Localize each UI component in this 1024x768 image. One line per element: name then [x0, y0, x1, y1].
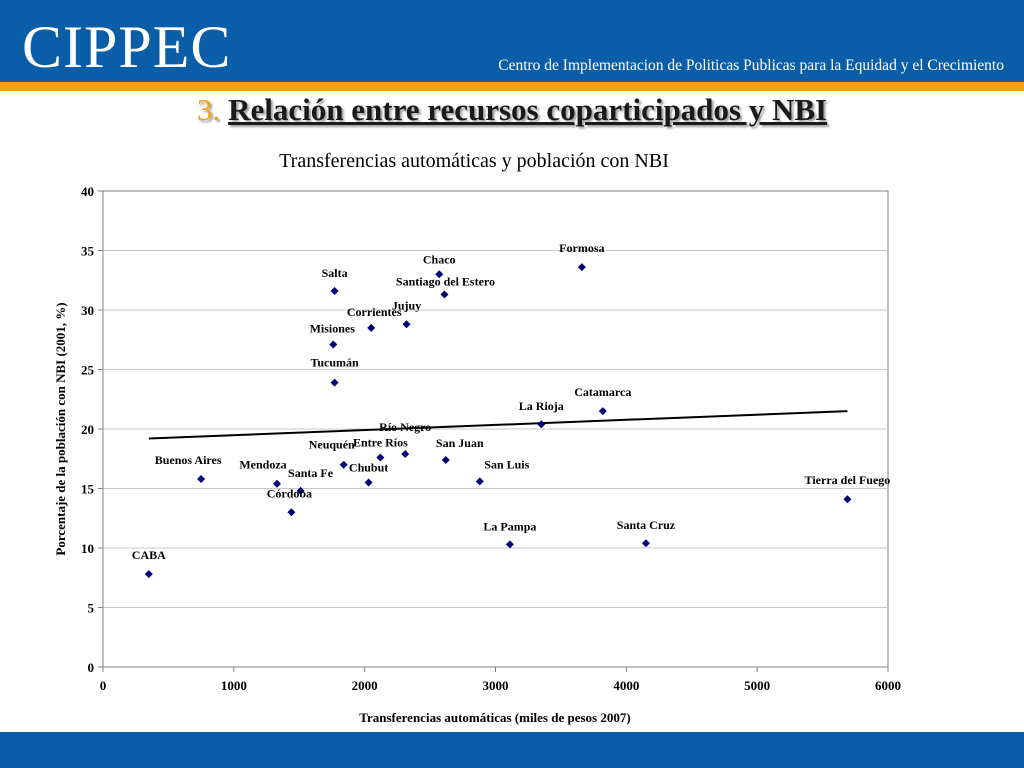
point-label: Catamarca	[574, 385, 631, 399]
point-label: Chubut	[349, 461, 388, 475]
point-label: Chaco	[423, 252, 456, 266]
y-tick-label: 35	[81, 244, 95, 259]
x-tick-label: 4000	[613, 678, 639, 693]
x-axis-label: Transferencias automáticas (miles de pes…	[359, 710, 630, 725]
y-tick-label: 10	[81, 541, 94, 556]
data-point	[505, 540, 514, 549]
x-tick-label: 2000	[352, 678, 378, 693]
y-tick-label: 0	[88, 660, 95, 675]
point-label: Corrientes	[347, 305, 402, 319]
chart-title: Transferencias automáticas y población c…	[279, 150, 669, 172]
x-tick-label: 5000	[744, 678, 770, 693]
point-label: Neuquén	[309, 438, 355, 452]
point-label: Mendoza	[239, 458, 286, 472]
header-bar: CIPPEC Centro de Implementacion de Polit…	[0, 0, 1024, 82]
point-label: Santa Cruz	[617, 518, 676, 532]
data-point	[537, 420, 546, 429]
point-label: La Pampa	[483, 519, 536, 533]
data-point	[329, 340, 338, 349]
slide-title: 3. Relación entre recursos coparticipados…	[0, 90, 1024, 130]
data-point	[441, 455, 450, 464]
data-point	[364, 478, 373, 487]
point-label: Santa Fe	[288, 466, 334, 480]
trendline	[148, 410, 848, 440]
x-tick-label: 1000	[221, 678, 247, 693]
data-point	[641, 539, 650, 548]
data-point	[401, 449, 410, 458]
x-tick-label: 6000	[875, 678, 901, 693]
x-tick-label: 0	[100, 678, 107, 693]
point-label: Tucumán	[310, 356, 359, 370]
point-label: Misiones	[310, 322, 356, 336]
accent-bar	[0, 82, 1024, 91]
y-axis-label: Porcentaje de la población con NBI (2001…	[53, 302, 68, 555]
data-point	[296, 486, 305, 495]
data-point	[475, 477, 484, 486]
y-tick-label: 30	[81, 303, 94, 318]
y-tick-label: 5	[88, 601, 95, 616]
y-tick-label: 40	[81, 184, 94, 199]
y-tick-label: 25	[81, 363, 95, 378]
data-point	[273, 479, 282, 488]
point-label: Tierra del Fuego	[805, 473, 891, 487]
point-label: Santiago del Estero	[396, 275, 495, 289]
data-point	[330, 286, 339, 295]
point-label: CABA	[132, 548, 166, 562]
point-label: Salta	[322, 266, 348, 280]
point-label: Córdoba	[267, 486, 312, 500]
footer-bar	[0, 732, 1024, 768]
y-tick-label: 20	[81, 422, 94, 437]
slide-number: 3.	[196, 92, 221, 127]
data-point	[367, 323, 376, 332]
point-label: Buenos Aires	[155, 453, 222, 467]
data-point	[197, 474, 206, 483]
data-point	[402, 320, 411, 329]
header-tagline: Centro de Implementacion de Politicas Pu…	[498, 57, 1004, 74]
scatter-chart: Transferencias automáticas y población c…	[53, 150, 901, 725]
point-label: Entre Ríos	[353, 436, 408, 450]
data-point	[339, 460, 348, 469]
data-point	[330, 378, 339, 387]
slide-title-text: Relación entre recursos coparticipados y…	[228, 92, 828, 127]
data-point	[287, 508, 296, 517]
cippec-logo: CIPPEC	[22, 14, 232, 80]
data-point	[144, 570, 153, 579]
point-label: San Luis	[484, 457, 529, 471]
point-label: La Rioja	[519, 399, 564, 413]
data-point	[376, 453, 385, 462]
data-point	[435, 270, 444, 279]
y-tick-label: 15	[81, 482, 95, 497]
point-label: San Juan	[436, 436, 484, 450]
point-label: Río Negro	[379, 420, 431, 434]
x-tick-label: 3000	[483, 678, 509, 693]
data-point	[577, 263, 586, 272]
data-point	[440, 290, 449, 299]
point-label: Formosa	[559, 241, 604, 255]
point-label: Jujuy	[392, 298, 421, 312]
data-point	[598, 407, 607, 416]
data-point	[843, 495, 852, 504]
